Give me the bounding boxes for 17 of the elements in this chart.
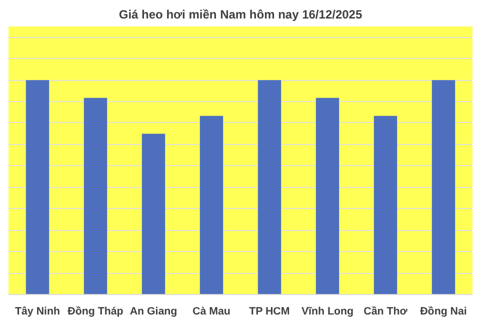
bar — [26, 80, 50, 294]
bar — [258, 80, 282, 294]
x-tick-label: Đồng Nai — [420, 306, 467, 318]
x-tick-label: Vĩnh Long — [301, 306, 354, 318]
bar — [374, 116, 398, 294]
x-tick-label: An Giang — [130, 306, 178, 318]
bar — [142, 134, 166, 294]
x-tick-label: Cần Thơ — [364, 306, 408, 318]
bar — [84, 98, 108, 294]
x-tick-label: TP HCM — [249, 306, 290, 318]
x-tick-label: Cà Mau — [192, 306, 230, 318]
x-tick-label: Đồng Tháp — [68, 306, 124, 318]
bar — [316, 98, 340, 294]
bar — [432, 80, 456, 294]
chart-title: Giá heo hơi miền Nam hôm nay 16/12/2025 — [118, 8, 362, 22]
x-tick-label: Tây Ninh — [15, 306, 60, 318]
bar — [200, 116, 224, 294]
